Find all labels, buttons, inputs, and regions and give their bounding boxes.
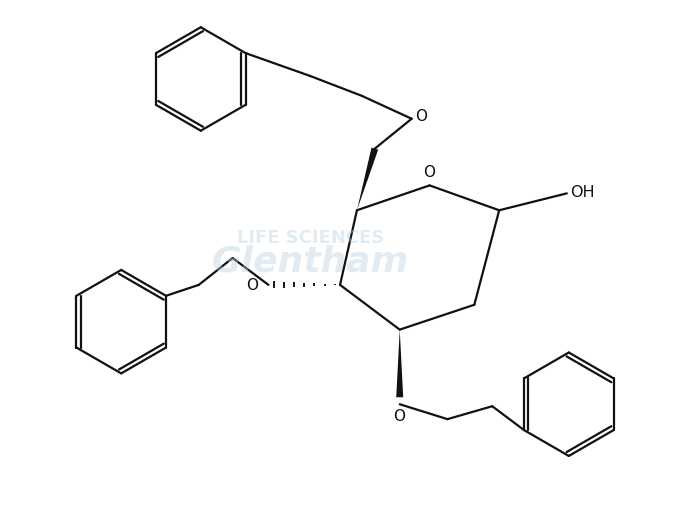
Text: O: O [393,409,405,424]
Text: O: O [415,109,427,124]
Text: Glentham: Glentham [212,245,409,279]
Text: O: O [246,278,258,293]
Polygon shape [357,148,378,210]
Polygon shape [396,330,403,397]
Text: OH: OH [570,185,594,200]
Text: O: O [424,165,436,180]
Text: LIFE SCIENCES: LIFE SCIENCES [237,229,384,247]
